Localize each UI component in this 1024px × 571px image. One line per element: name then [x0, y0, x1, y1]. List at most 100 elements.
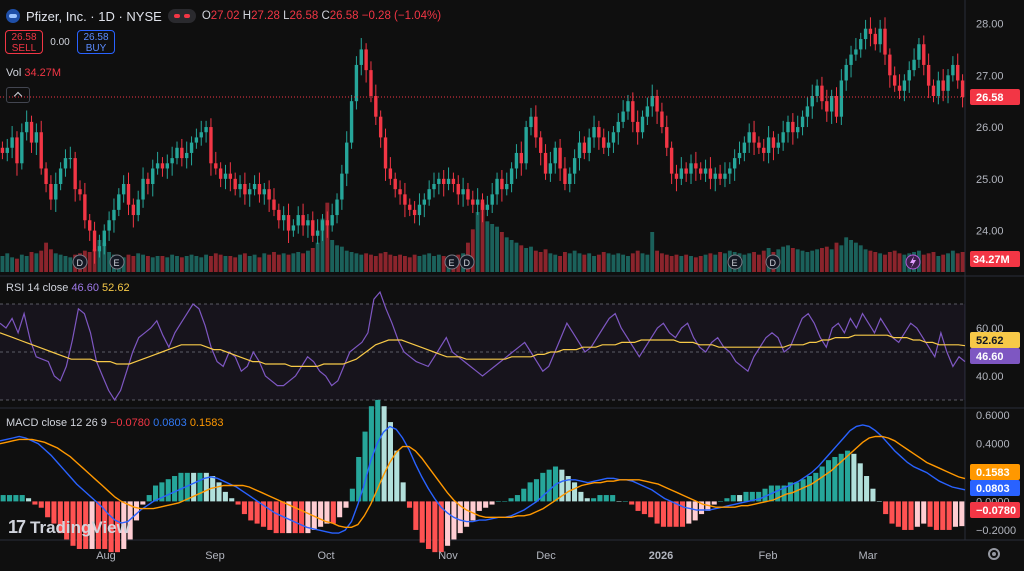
candle-body-20 [97, 246, 102, 252]
volume-bar-127 [616, 253, 621, 272]
candle-body-44 [214, 163, 218, 169]
volume-bar-38 [184, 256, 189, 272]
buy-button[interactable]: 26.58 BUY [77, 30, 115, 54]
high-value: 27.28 [251, 10, 280, 22]
macd-hist-bar-135 [857, 463, 863, 502]
candle-body-96 [466, 189, 470, 200]
candle-body-90 [437, 178, 441, 184]
candle-1 [5, 138, 9, 162]
candle-body-9 [44, 168, 48, 184]
candle-0 [0, 141, 5, 160]
volume-bar-62 [301, 253, 306, 272]
macd-hist-bar-34 [216, 482, 222, 502]
candle-162 [786, 115, 790, 143]
volume-bar-41 [199, 257, 204, 272]
volume-bar-177 [858, 245, 863, 272]
volume-bar-11 [53, 253, 58, 272]
volume-value-label-bg [970, 251, 1020, 267]
candle-body-122 [592, 127, 596, 138]
volume-bar-143 [693, 257, 698, 272]
macd-hist-bar-14 [89, 501, 95, 549]
volume-bar-190 [921, 254, 926, 272]
candle-body-119 [577, 142, 582, 159]
volume-bar-34 [165, 257, 170, 272]
low-value: 26.58 [289, 10, 319, 22]
candle-71 [345, 131, 349, 187]
macd-hist-bar-36 [229, 498, 235, 502]
macd-hist-bar-115 [730, 495, 736, 502]
macd-hist-bar-22 [140, 501, 146, 505]
candle-27 [131, 198, 136, 228]
candle-155 [752, 120, 756, 156]
candle-body-22 [107, 220, 111, 231]
volume-bar-22 [107, 252, 112, 272]
candle-142 [689, 154, 693, 184]
volume-bar-107 [519, 245, 524, 272]
candle-148 [718, 164, 722, 186]
candle-172 [834, 87, 839, 123]
gear-icon[interactable] [988, 548, 1000, 560]
macd-hist-bar-28 [178, 472, 184, 502]
candle-body-176 [854, 49, 858, 55]
collapse-legend-button[interactable] [6, 87, 30, 103]
macd-hist-bar-5 [32, 501, 38, 505]
macd-hist-bar-120 [762, 488, 768, 502]
volume-bar-162 [786, 245, 790, 272]
symbol-title[interactable]: Pfizer, Inc. · 1D · NYSE [26, 8, 162, 24]
candle-58 [281, 206, 286, 231]
candle-85 [412, 201, 417, 224]
event-marker-dividend-3: D [459, 254, 475, 270]
volume-bar-98 [475, 212, 480, 272]
time-label-3: Nov [438, 550, 458, 562]
candle-64 [311, 211, 315, 242]
candle-body-115 [558, 147, 562, 169]
macd-hist-bar-42 [267, 501, 273, 530]
candle-111 [538, 131, 543, 166]
time-label-4: Dec [536, 550, 556, 562]
candle-33 [160, 157, 165, 177]
candle-125 [606, 131, 611, 157]
rsi-ma-line [0, 332, 966, 367]
macd-hist-bar-136 [864, 476, 870, 502]
candle-41 [199, 120, 203, 146]
candle-body-110 [534, 116, 538, 138]
candle-132 [640, 110, 645, 139]
candle-body-180 [873, 33, 877, 45]
candle-body-157 [762, 147, 766, 153]
volume-bar-51 [247, 256, 252, 272]
volume-bar-86 [417, 256, 422, 272]
macd-hist-bar-138 [876, 501, 882, 502]
volume-bar-55 [267, 254, 272, 272]
candle-body-80 [388, 168, 393, 179]
candle-body-77 [374, 96, 378, 117]
volume-bar-131 [635, 250, 640, 272]
candle-24 [117, 188, 121, 217]
macd-hist-bar-16 [102, 501, 108, 549]
candle-body-5 [24, 121, 29, 133]
candle-12 [58, 162, 63, 191]
event-marker-dividend-0: D [72, 254, 88, 270]
candle-93 [451, 172, 456, 193]
last-price-line: 26.58 34.27M [0, 89, 1020, 267]
macd-hist-bar-143 [908, 501, 914, 530]
candle-165 [800, 110, 805, 136]
macd-hist-bar-60 [381, 406, 387, 502]
change-value: −0.28 (−1.04%) [361, 10, 442, 22]
sell-button[interactable]: 26.58 SELL [5, 30, 43, 54]
macd-hist-bar-98 [622, 501, 628, 502]
volume-bar-45 [218, 254, 223, 272]
volume-bar-50 [242, 253, 247, 272]
volume-bar-122 [592, 256, 596, 272]
volume-bar-90 [436, 254, 441, 272]
macd-hist-bar-21 [133, 501, 140, 521]
volume-bar-1 [5, 253, 10, 272]
volume-bar-148 [718, 252, 723, 272]
visibility-toggle[interactable] [167, 9, 196, 23]
trade-panel: 26.58 SELL 0.00 26.58 BUY [5, 30, 115, 54]
macd-hist-bar-45 [286, 501, 292, 534]
candle-189 [917, 38, 921, 69]
tradingview-branding[interactable]: 17 TradingView [8, 517, 130, 538]
macd-hist-bar-149 [946, 501, 952, 530]
candle-143 [694, 151, 698, 181]
